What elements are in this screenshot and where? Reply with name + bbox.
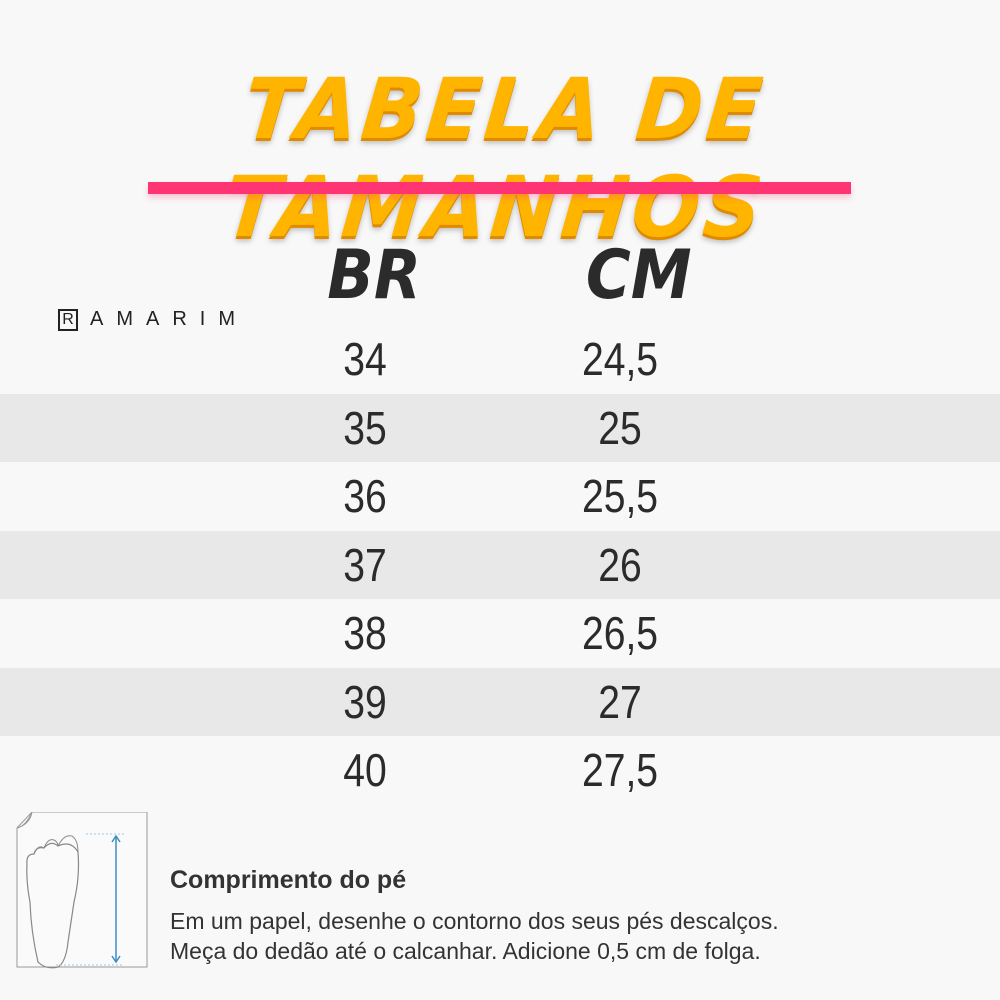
cm-length: 24,5 [581, 333, 659, 385]
br-size: 40 [343, 744, 387, 796]
cm-length: 26 [598, 538, 642, 591]
br-size: 39 [343, 675, 387, 728]
table-row: 40 27,5 [0, 736, 1000, 804]
table-row: 36 25,5 [0, 462, 1000, 530]
cm-length: 26,5 [581, 607, 659, 659]
foot-measure-icon [16, 812, 148, 969]
instruction-line: Meça do dedão até o calcanhar. Adicione … [170, 938, 761, 964]
logo-initial: R [58, 308, 78, 331]
cm-length: 27 [598, 675, 642, 728]
logo-text: AMARIM [90, 308, 248, 330]
table-row: 39 27 [0, 667, 1000, 736]
br-size: 38 [343, 607, 387, 659]
header-br: BR [327, 236, 421, 315]
page-title: TABELA DE TAMANHOS [219, 60, 771, 256]
table-row: 38 26,5 [0, 599, 1000, 667]
footer-title: Comprimento do pé [170, 866, 407, 894]
br-size: 35 [343, 401, 387, 454]
footer-instructions: Em um papel, desenhe o contorno dos seus… [170, 906, 779, 966]
table-row: 35 25 [0, 393, 1000, 462]
br-size: 37 [343, 538, 387, 591]
br-size: 36 [343, 470, 387, 522]
br-size: 34 [343, 333, 387, 385]
instruction-line: Em um papel, desenhe o contorno dos seus… [170, 908, 779, 934]
accent-divider [148, 182, 851, 194]
cm-length: 25 [598, 401, 642, 454]
header-cm: CM [585, 236, 692, 315]
table-row: 37 26 [0, 530, 1000, 599]
brand-logo: R AMARIM [58, 308, 248, 331]
table-row: 34 24,5 [0, 325, 1000, 393]
cm-length: 27,5 [581, 744, 659, 796]
cm-length: 25,5 [581, 470, 659, 522]
